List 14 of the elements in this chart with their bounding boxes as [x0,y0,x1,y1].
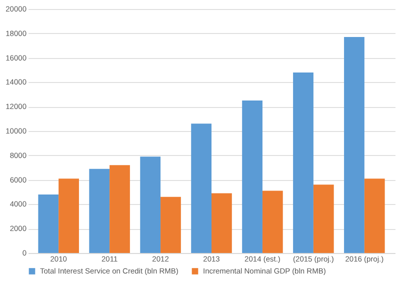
bar [293,72,314,253]
bar [191,124,212,253]
bar [58,178,79,253]
bar [110,165,130,253]
bar [242,100,262,253]
bar [140,156,161,253]
bar [262,190,283,253]
bar [364,178,385,253]
bar [160,196,181,253]
bar [89,168,110,253]
bar [212,193,232,253]
bar [313,184,334,253]
bar [38,194,59,253]
bar [344,37,364,253]
